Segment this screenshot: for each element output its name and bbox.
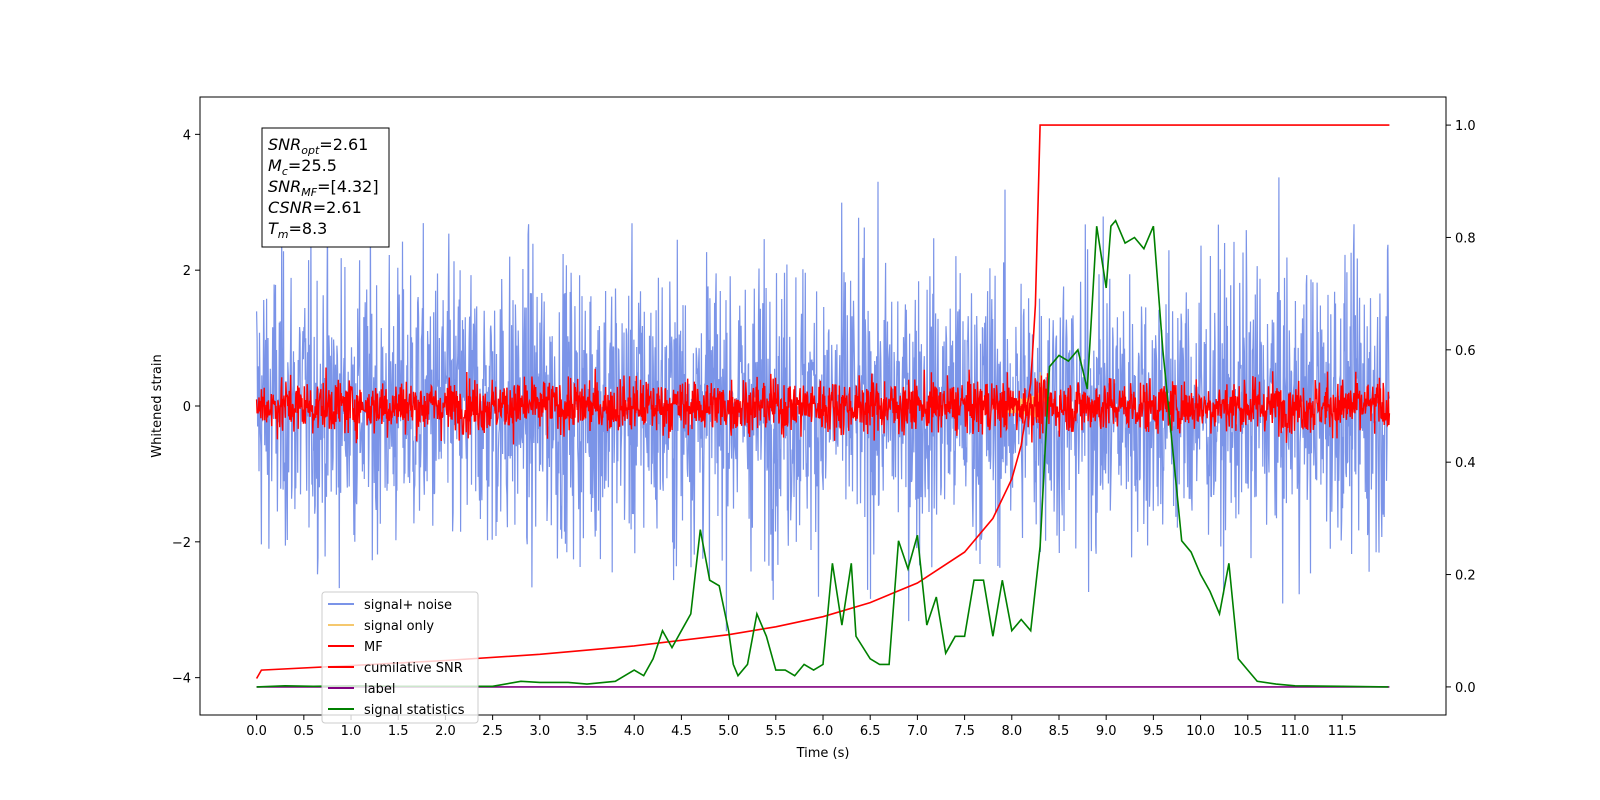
y2-tick-label: 0.8 [1455, 231, 1476, 246]
series-mf [255, 367, 1391, 445]
x-tick-label: 5.0 [718, 724, 739, 739]
x-tick-label: 10.5 [1233, 724, 1262, 739]
y-tick-label: 2 [183, 264, 191, 279]
legend-label: cumilative SNR [364, 661, 463, 676]
y-tick-label: 4 [183, 128, 191, 143]
x-tick-label: 2.0 [435, 724, 456, 739]
y2-tick-label: 0.4 [1455, 456, 1476, 471]
x-tick-label: 6.0 [813, 724, 834, 739]
info-box-frame [261, 127, 390, 248]
x-tick-label: 7.5 [954, 724, 975, 739]
x-axis-label: Time (s) [796, 746, 850, 761]
x-tick-label: 1.0 [341, 724, 362, 739]
x-tick-label: 2.5 [482, 724, 503, 739]
legend-label: label [364, 682, 395, 697]
series-signal-statistics [256, 219, 1389, 688]
y2-tick-label: 0.6 [1455, 344, 1476, 359]
x-tick-label: 9.5 [1143, 724, 1164, 739]
info-box-line: Tm=8.3 [268, 219, 327, 241]
y-axis-label: Whitened strain [150, 354, 165, 457]
info-box-line: CSNR=2.61 [268, 198, 362, 217]
x-tick-label: 3.0 [529, 724, 550, 739]
x-tick-label: 4.5 [671, 724, 692, 739]
info-box-line: SNRopt=2.61 [268, 135, 368, 157]
x-tick-label: 11.5 [1328, 724, 1357, 739]
x-tick-label: 11.0 [1280, 724, 1309, 739]
y-tick-label: −2 [172, 536, 191, 551]
x-tick-label: 10.0 [1186, 724, 1215, 739]
y2-tick-label: 0.0 [1455, 681, 1476, 696]
legend-label: signal+ noise [364, 598, 452, 613]
x-tick-label: 9.0 [1096, 724, 1117, 739]
x-tick-label: 1.5 [388, 724, 409, 739]
x-tick-label: 4.0 [624, 724, 645, 739]
y2-tick-label: 1.0 [1455, 119, 1476, 134]
series-signal-noise [256, 177, 1390, 632]
y-tick-label: −4 [172, 672, 191, 687]
x-tick-label: 7.0 [907, 724, 928, 739]
x-tick-label: 8.0 [1001, 724, 1022, 739]
info-box-line: SNRMF=[4.32] [268, 177, 379, 199]
legend: signal+ noise signal only MF cumilative SNR… [321, 591, 479, 724]
legend-frame [321, 591, 479, 724]
y2-tick-label: 0.2 [1455, 569, 1476, 584]
info-box-line: Mc=25.5 [268, 156, 337, 178]
x-tick-label: 3.5 [577, 724, 598, 739]
x-tick-label: 5.5 [765, 724, 786, 739]
axes: 0.0 0.5 1.0 1.5 2.0 2.5 3.0 3.5 4.0 4.5 5.0 5.5 6.0 6… [150, 96, 1476, 761]
x-tick-label: 0.0 [246, 724, 267, 739]
legend-label: MF [364, 640, 383, 655]
x-tick-label: 6.5 [860, 724, 881, 739]
y-tick-label: 0 [183, 400, 191, 415]
x-tick-label: 8.5 [1049, 724, 1070, 739]
x-tick-label: 0.5 [293, 724, 314, 739]
legend-label: signal statistics [364, 703, 465, 718]
legend-label: signal only [364, 619, 434, 634]
